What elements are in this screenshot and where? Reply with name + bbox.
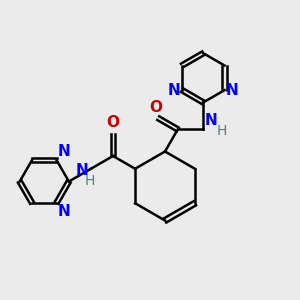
Text: N: N [58,144,71,159]
Text: H: H [84,174,94,188]
Text: N: N [205,113,218,128]
Text: H: H [217,124,227,138]
Text: N: N [58,204,71,219]
Text: N: N [76,163,89,178]
Text: N: N [226,82,239,98]
Text: O: O [149,100,162,115]
Text: N: N [168,82,180,98]
Text: O: O [106,115,119,130]
